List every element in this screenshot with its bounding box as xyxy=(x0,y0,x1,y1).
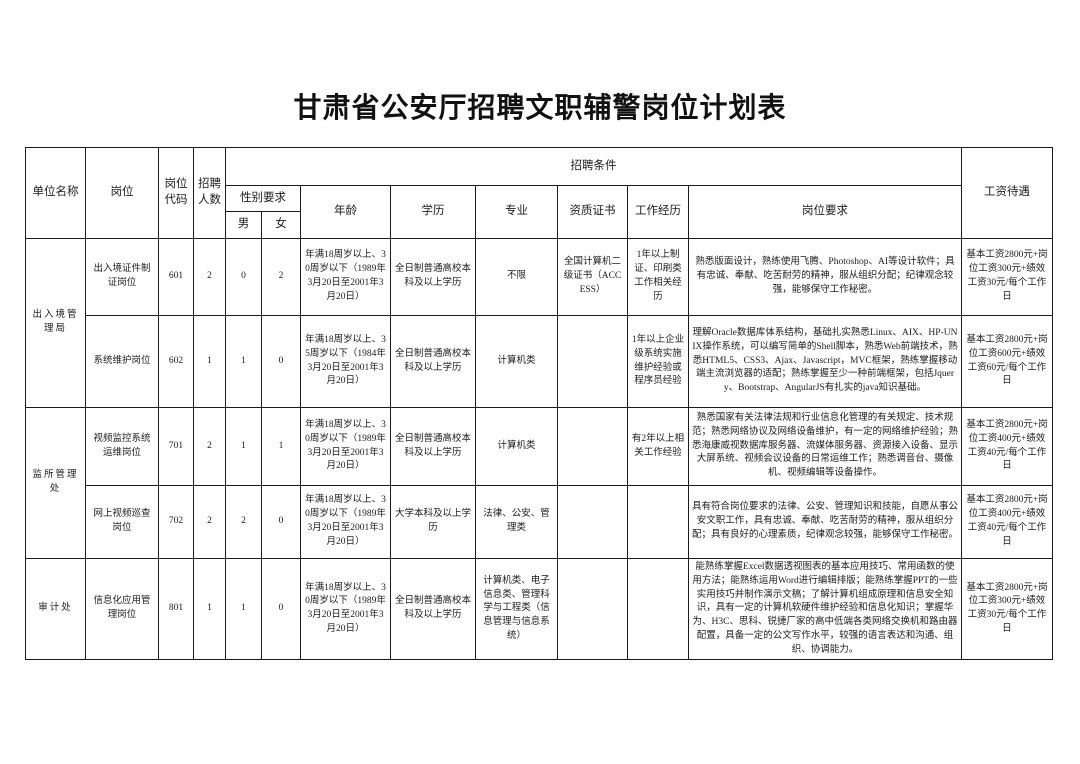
major-cell: 计算机类 xyxy=(475,407,558,486)
count-cell: 2 xyxy=(193,238,226,316)
header-salary: 工资待遇 xyxy=(961,147,1053,239)
education-cell: 全日制普通高校本科及以上学历 xyxy=(390,315,476,408)
education-cell: 大学本科及以上学历 xyxy=(390,485,476,559)
female-count-cell: 1 xyxy=(261,407,301,486)
requirements-cell: 熟悉国家有关法律法规和行业信息化管理的有关规定、技术规范；熟悉网络协议及网络设备… xyxy=(688,407,962,486)
salary-cell: 基本工资2800元+岗位工资300元+绩效工资30元/每个工作日 xyxy=(961,238,1053,316)
experience-cell xyxy=(627,485,689,559)
male-count-cell: 1 xyxy=(225,315,262,408)
count-cell: 2 xyxy=(193,407,226,486)
female-count-cell: 0 xyxy=(261,557,301,661)
header-female: 女 xyxy=(261,211,301,239)
major-cell: 不限 xyxy=(475,238,558,316)
header-education: 学历 xyxy=(390,185,476,239)
recruitment-table: 单位名称 岗位 岗位代码 招聘人数 招聘条件 工资待遇 性别要求 年龄 学历 专… xyxy=(25,147,1053,661)
table-row: 监所管理处 视频监控系统运维岗位 701 2 1 1 年满18周岁以上、30周岁… xyxy=(25,407,1053,559)
header-unit: 单位名称 xyxy=(25,147,86,239)
experience-cell: 1年以上企业级系统实施维护经验或程序员经验 xyxy=(627,315,689,408)
education-cell: 全日制普通高校本科及以上学历 xyxy=(390,238,476,316)
female-count-cell: 0 xyxy=(261,485,301,559)
count-cell: 1 xyxy=(193,557,226,661)
age-cell: 年满18周岁以上、30周岁以下（1989年3月20日至2001年3月20日） xyxy=(300,557,391,661)
header-count: 招聘人数 xyxy=(193,147,226,239)
male-count-cell: 0 xyxy=(225,238,262,316)
male-count-cell: 2 xyxy=(225,485,262,559)
table-row: 审计处 信息化应用管理岗位 801 1 1 0 年满18周岁以上、30周岁以下（… xyxy=(25,557,1053,661)
table-row: 系统维护岗位 602 1 1 0 年满18周岁以上、35周岁以下（1984年3月… xyxy=(26,315,1053,408)
experience-cell: 1年以上制证、印刷类工作相关经历 xyxy=(627,238,689,316)
header-requirements: 岗位要求 xyxy=(688,185,962,239)
female-count-cell: 2 xyxy=(261,238,301,316)
requirements-cell: 熟悉版面设计，熟练使用飞腾、Photoshop、AI等设计软件；具有忠诚、奉献、… xyxy=(688,238,962,316)
header-gender-req: 性别要求 xyxy=(225,185,301,212)
header-code: 岗位代码 xyxy=(158,147,194,239)
table-row: 网上视频巡查岗位 702 2 2 0 年满18周岁以上、30周岁以下（1989年… xyxy=(26,485,1053,559)
code-cell: 702 xyxy=(158,485,194,559)
certificate-cell xyxy=(557,315,628,408)
position-cell: 出入境证件制证岗位 xyxy=(85,238,159,316)
age-cell: 年满18周岁以上、35周岁以下（1984年3月20日至2001年3月20日） xyxy=(300,315,391,408)
age-cell: 年满18周岁以上、30周岁以下（1989年3月20日至2001年3月20日） xyxy=(300,238,391,316)
experience-cell: 有2年以上相关工作经验 xyxy=(627,407,689,486)
header-major: 专业 xyxy=(475,185,558,239)
position-cell: 系统维护岗位 xyxy=(85,315,159,408)
header-conditions: 招聘条件 xyxy=(225,147,962,186)
education-cell: 全日制普通高校本科及以上学历 xyxy=(390,557,476,661)
certificate-cell xyxy=(557,557,628,661)
male-count-cell: 1 xyxy=(225,557,262,661)
unit-cell: 出入境管理局 xyxy=(25,238,86,408)
age-cell: 年满18周岁以上、30周岁以下（1989年3月20日至2001年3月20日） xyxy=(300,485,391,559)
count-cell: 2 xyxy=(193,485,226,559)
salary-cell: 基本工资2800元+岗位工资400元+绩效工资40元/每个工作日 xyxy=(961,485,1053,559)
count-cell: 1 xyxy=(193,315,226,408)
table-row: 出入境管理局 出入境证件制证岗位 601 2 0 2 年满18周岁以上、30周岁… xyxy=(25,238,1053,408)
experience-cell xyxy=(627,557,689,661)
education-cell: 全日制普通高校本科及以上学历 xyxy=(390,407,476,486)
position-cell: 视频监控系统运维岗位 xyxy=(85,407,159,486)
requirements-cell: 能熟练掌握Excel数据透视图表的基本应用技巧、常用函数的使用方法；能熟练运用W… xyxy=(688,557,962,661)
certificate-cell xyxy=(557,485,628,559)
header-age: 年龄 xyxy=(300,185,391,239)
header-certificate: 资质证书 xyxy=(557,185,628,239)
certificate-cell: 全国计算机二级证书（ACCESS） xyxy=(557,238,628,316)
salary-cell: 基本工资2800元+岗位工资600元+绩效工资60元/每个工作日 xyxy=(961,315,1053,408)
code-cell: 602 xyxy=(158,315,194,408)
salary-cell: 基本工资2800元+岗位工资400元+绩效工资40元/每个工作日 xyxy=(961,407,1053,486)
code-cell: 601 xyxy=(158,238,194,316)
unit-cell: 监所管理处 xyxy=(25,407,86,559)
female-count-cell: 0 xyxy=(261,315,301,408)
requirements-cell: 理解Oracle数据库体系结构，基础扎实熟悉Linux、AIX、HP-UNIX操… xyxy=(688,315,962,408)
male-count-cell: 1 xyxy=(225,407,262,486)
age-cell: 年满18周岁以上、30周岁以下（1989年3月20日至2001年3月20日） xyxy=(300,407,391,486)
requirements-cell: 具有符合岗位要求的法律、公安、管理知识和技能，自愿从事公安文职工作，具有忠诚、奉… xyxy=(688,485,962,559)
major-cell: 计算机类、电子信息类、管理科学与工程类（信息管理与信息系统） xyxy=(475,557,558,661)
header-position: 岗位 xyxy=(85,147,159,239)
position-cell: 网上视频巡查岗位 xyxy=(85,485,159,559)
code-cell: 801 xyxy=(158,557,194,661)
salary-cell: 基本工资2800元+岗位工资300元+绩效工资30元/每个工作日 xyxy=(961,557,1053,661)
major-cell: 法律、公安、管理类 xyxy=(475,485,558,559)
header-male: 男 xyxy=(225,211,262,239)
position-cell: 信息化应用管理岗位 xyxy=(85,557,159,661)
page-title: 甘肃省公安厅招聘文职辅警岗位计划表 xyxy=(293,93,787,124)
unit-cell: 审计处 xyxy=(25,557,86,661)
header-experience: 工作经历 xyxy=(627,185,689,239)
code-cell: 701 xyxy=(158,407,194,486)
certificate-cell xyxy=(557,407,628,486)
major-cell: 计算机类 xyxy=(475,315,558,408)
